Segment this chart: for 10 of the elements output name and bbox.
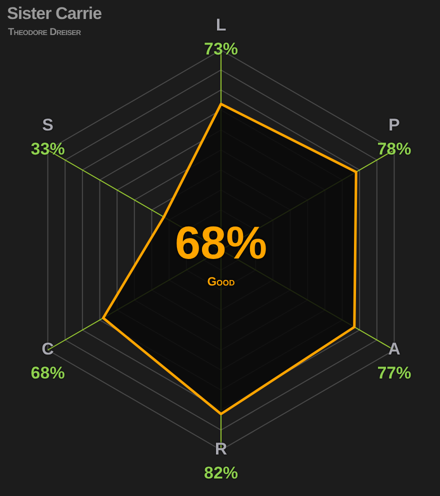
spoke-label: A 77%	[377, 340, 412, 383]
chart-title: Sister Carrie	[7, 4, 102, 24]
spoke-label: C 68%	[30, 340, 65, 383]
spoke-label: R 82%	[204, 440, 238, 483]
spoke-label: S 33%	[30, 116, 65, 159]
text: Good	[207, 274, 235, 288]
spoke-label: L 73%	[204, 16, 238, 59]
spoke-label: P 78%	[377, 116, 412, 159]
text: Theodore Dreiser	[8, 27, 81, 38]
text: 68%	[174, 216, 268, 269]
